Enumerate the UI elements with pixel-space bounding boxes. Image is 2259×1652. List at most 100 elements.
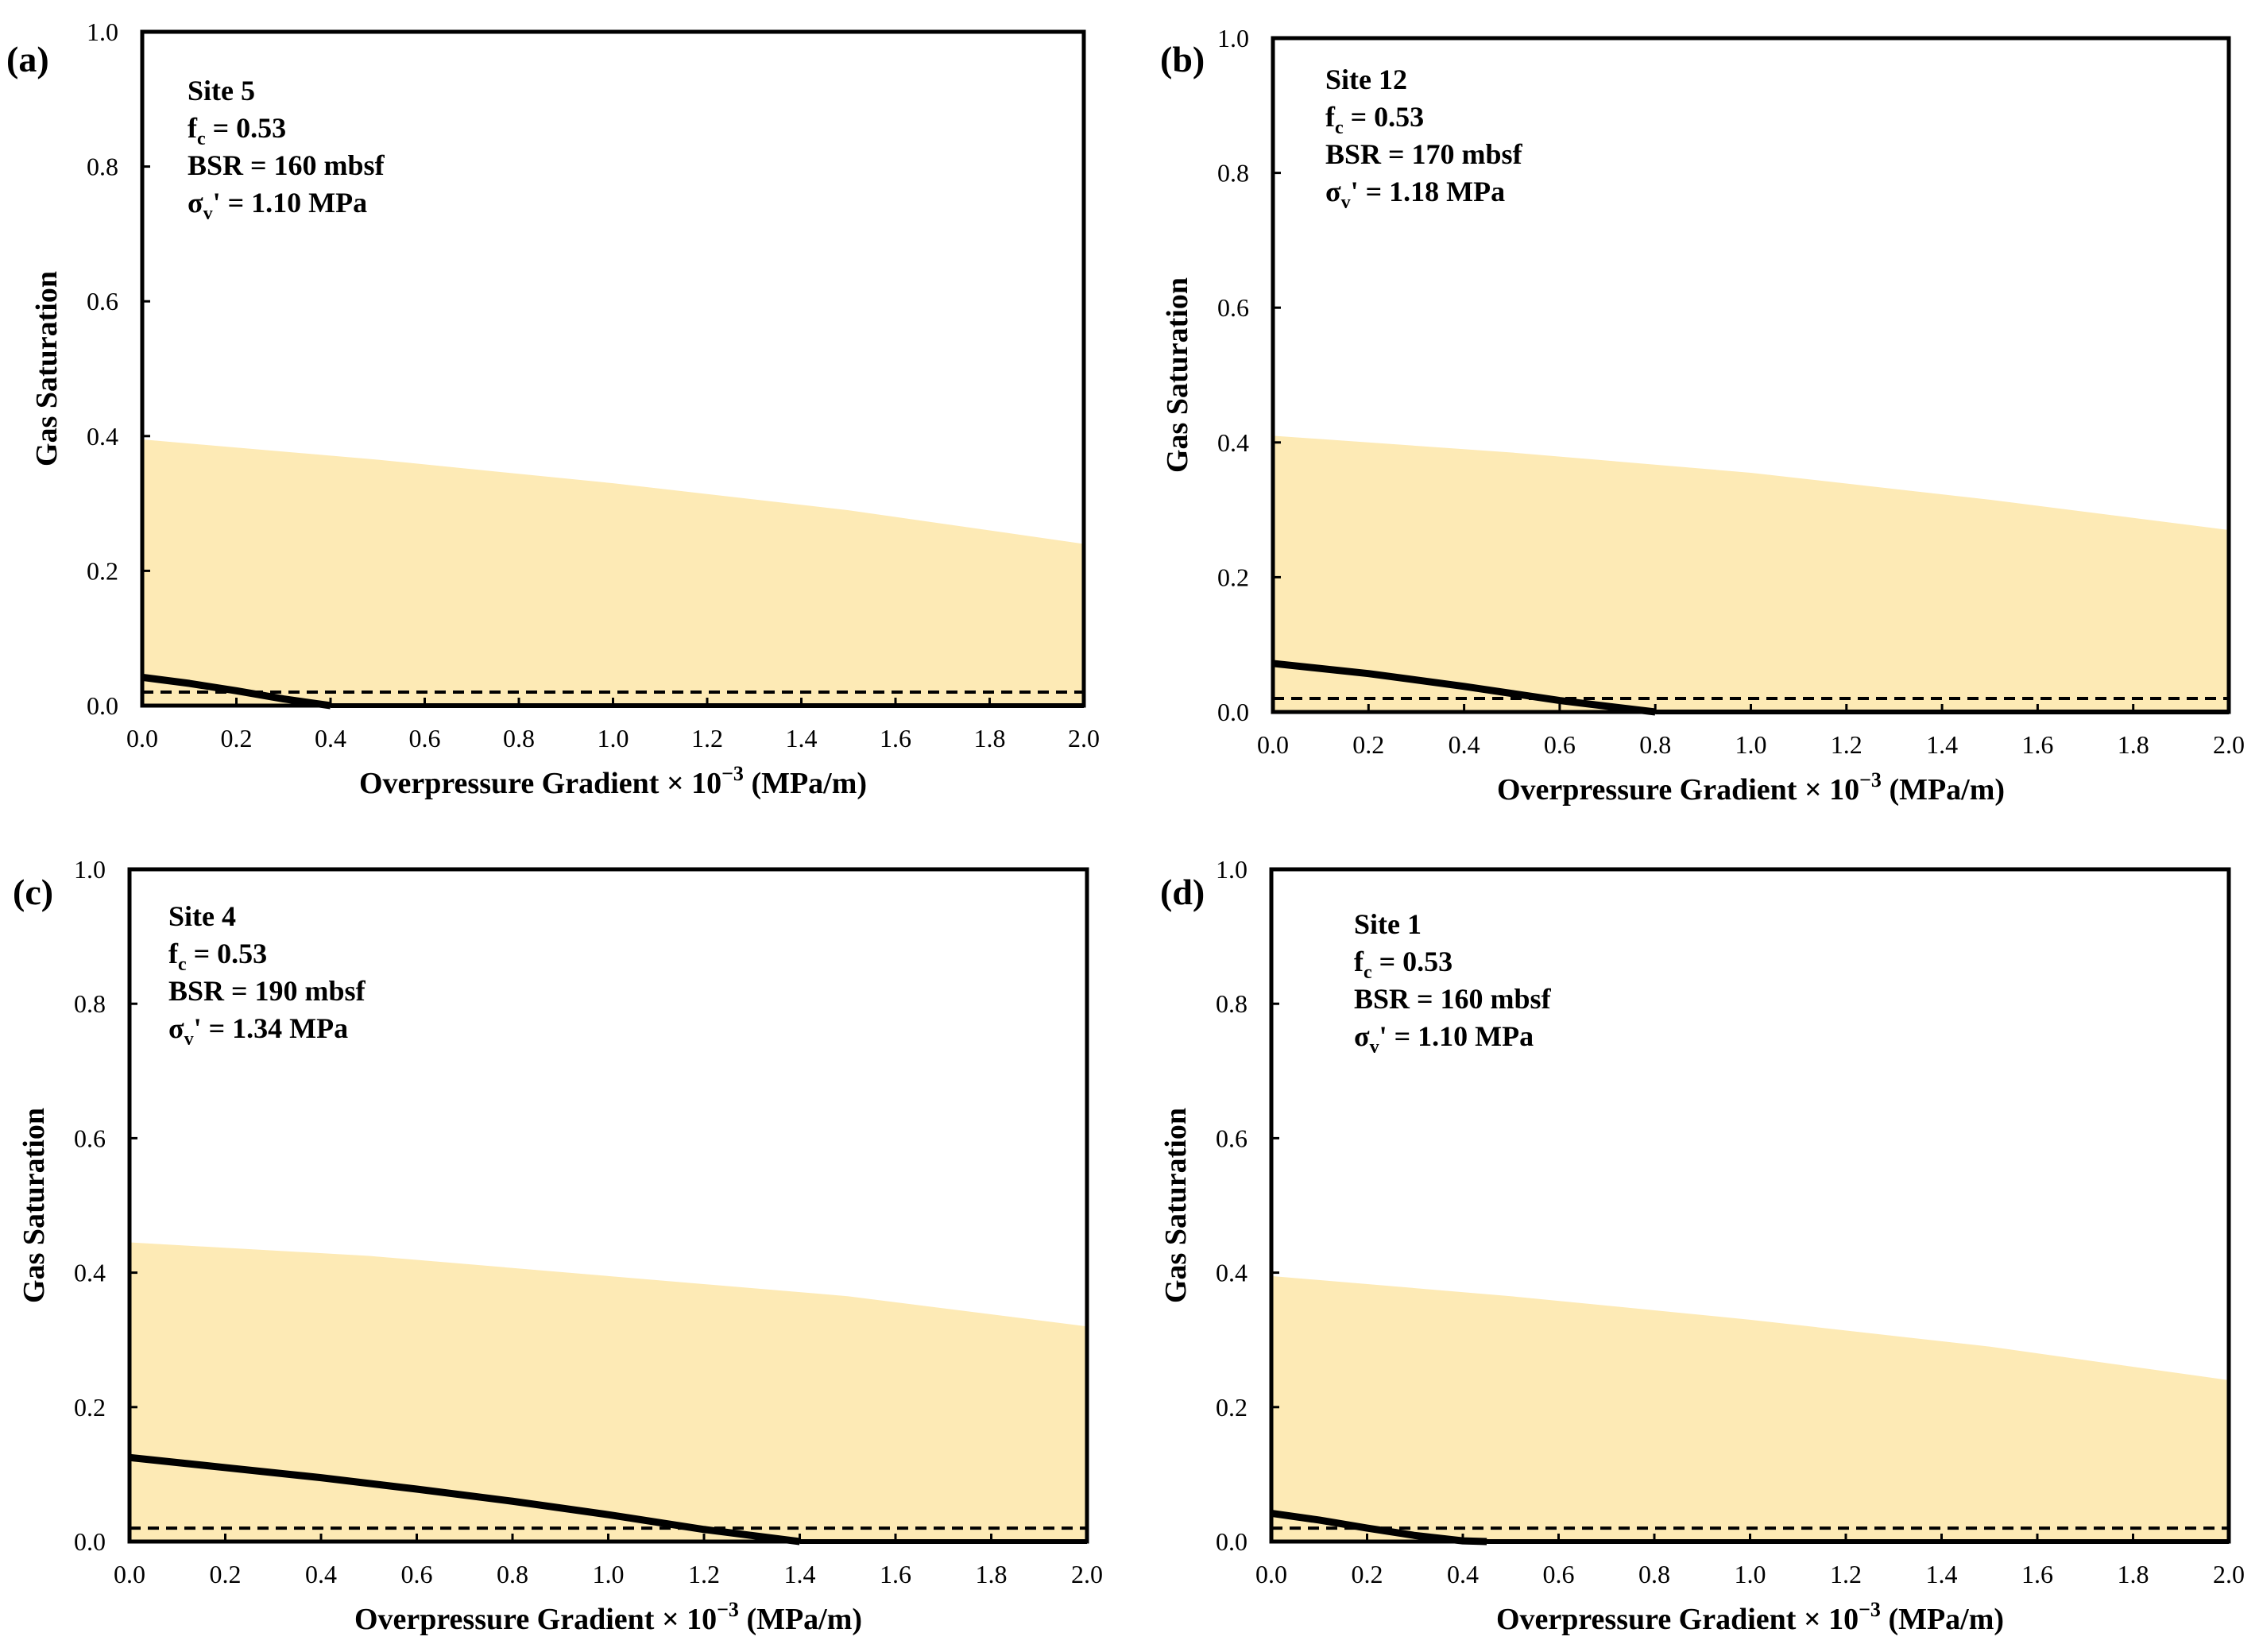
y-tick-label: 0.2 bbox=[1217, 563, 1249, 591]
x-tick-label: 2.0 bbox=[1071, 1560, 1103, 1588]
annotation-bsr: BSR = 160 mbsf bbox=[1354, 983, 1552, 1015]
x-axis-label-main: Overpressure Gradient × 10 bbox=[1496, 1603, 1859, 1636]
x-tick-label: 0.0 bbox=[126, 724, 158, 752]
annotation-sigma-symbol: σ bbox=[168, 1012, 184, 1044]
x-tick-label: 0.8 bbox=[1639, 730, 1671, 759]
x-tick-label: 1.0 bbox=[598, 724, 629, 752]
x-axis-label-main: Overpressure Gradient × 10 bbox=[354, 1603, 717, 1636]
x-tick-label: 0.8 bbox=[497, 1560, 528, 1588]
x-tick-label: 1.6 bbox=[2021, 1560, 2053, 1588]
x-tick-label: 2.0 bbox=[1068, 724, 1100, 752]
x-tick-label: 1.4 bbox=[1926, 730, 1958, 759]
annotation-site: Site 5 bbox=[188, 75, 255, 106]
y-tick-label: 1.0 bbox=[87, 17, 118, 46]
y-tick-label: 0.0 bbox=[1216, 1527, 1247, 1556]
annotation-sigma-value: ' = 1.10 MPa bbox=[1379, 1020, 1534, 1052]
annotation-sigma-value: ' = 1.18 MPa bbox=[1351, 176, 1505, 207]
annotation-fc: fc = 0.53 bbox=[1325, 101, 1424, 138]
x-axis-label-main: Overpressure Gradient × 10 bbox=[1497, 773, 1859, 807]
y-tick-label: 0.2 bbox=[74, 1393, 106, 1422]
x-tick-label: 1.4 bbox=[1926, 1560, 1958, 1588]
annotation-site: Site 4 bbox=[168, 900, 236, 932]
annotation-sigma-subscript: v bbox=[203, 203, 213, 224]
x-axis-label-main: Overpressure Gradient × 10 bbox=[359, 767, 721, 800]
x-tick-label: 0.0 bbox=[1255, 1560, 1287, 1588]
y-axis-label: Gas Saturation bbox=[1159, 1108, 1193, 1303]
x-tick-label: 0.2 bbox=[221, 724, 253, 752]
y-tick-label: 0.6 bbox=[74, 1124, 106, 1152]
y-tick-label: 0.4 bbox=[74, 1259, 106, 1287]
y-tick-label: 0.0 bbox=[74, 1527, 106, 1556]
saturation-band bbox=[142, 439, 1084, 706]
annotation-fc-symbol: f bbox=[1325, 101, 1336, 133]
x-axis-label: Overpressure Gradient × 10−3 (MPa/m) bbox=[354, 1598, 862, 1636]
annotation-bsr: BSR = 190 mbsf bbox=[168, 975, 366, 1007]
x-tick-label: 2.0 bbox=[2213, 1560, 2245, 1588]
x-tick-label: 0.8 bbox=[503, 724, 535, 752]
x-tick-label: 1.2 bbox=[1831, 730, 1863, 759]
x-tick-label: 0.4 bbox=[1447, 1560, 1479, 1588]
chart-panel-2: 0.0 0.2 0.4 0.6 0.8 1.0 1.2 1.4 1.6 1.8 2.0 0.0 0.2 0… bbox=[1160, 24, 2245, 807]
x-tick-label: 0.2 bbox=[210, 1560, 242, 1588]
annotation-fc-value: = 0.53 bbox=[187, 938, 268, 969]
annotation-sigma: σv' = 1.10 MPa bbox=[1354, 1020, 1534, 1058]
y-axis-label: Gas Saturation bbox=[30, 271, 64, 466]
x-axis-label-exponent: −3 bbox=[1859, 1598, 1881, 1621]
x-tick-label: 0.0 bbox=[114, 1560, 145, 1588]
annotation-sigma-symbol: σ bbox=[188, 187, 203, 219]
x-tick-label: 1.6 bbox=[880, 1560, 911, 1588]
x-axis-label: Overpressure Gradient × 10−3 (MPa/m) bbox=[359, 762, 867, 800]
x-tick-label: 1.8 bbox=[2118, 730, 2149, 759]
y-axis-label: Gas Saturation bbox=[1161, 277, 1194, 473]
annotation-fc: fc = 0.53 bbox=[168, 938, 267, 975]
x-tick-label: 1.2 bbox=[691, 724, 723, 752]
y-tick-label: 0.4 bbox=[1217, 428, 1249, 457]
x-tick-label: 1.0 bbox=[1735, 730, 1767, 759]
saturation-band bbox=[130, 1242, 1087, 1542]
solid-saturation-line bbox=[141, 673, 331, 710]
x-axis-label-exponent: −3 bbox=[1859, 768, 1882, 791]
annotation-fc-symbol: f bbox=[1354, 946, 1364, 977]
annotation-fc: fc = 0.53 bbox=[188, 112, 286, 149]
y-tick-label: 0.8 bbox=[1216, 989, 1247, 1018]
annotation-fc-symbol: f bbox=[188, 112, 198, 144]
annotation-site: Site 1 bbox=[1354, 908, 1422, 940]
x-axis-label-exponent: −3 bbox=[717, 1598, 739, 1621]
x-tick-label: 1.4 bbox=[784, 1560, 816, 1588]
y-tick-label: 1.0 bbox=[1216, 855, 1247, 884]
x-tick-label: 0.4 bbox=[305, 1560, 337, 1588]
x-tick-label: 1.0 bbox=[593, 1560, 625, 1588]
x-tick-label: 0.6 bbox=[1543, 1560, 1575, 1588]
x-tick-label: 1.6 bbox=[880, 724, 911, 752]
panel-label: (b) bbox=[1160, 39, 1205, 79]
x-tick-label: 0.2 bbox=[1352, 730, 1384, 759]
x-axis-label-unit: (MPa/m) bbox=[1881, 1603, 2004, 1636]
x-tick-label: 1.4 bbox=[786, 724, 818, 752]
y-axis-label: Gas Saturation bbox=[17, 1108, 51, 1303]
annotation-fc-value: = 0.53 bbox=[1344, 101, 1425, 133]
annotation-sigma-value: ' = 1.10 MPa bbox=[213, 187, 367, 219]
y-tick-label: 0.6 bbox=[87, 287, 118, 315]
y-tick-label: 1.0 bbox=[1217, 24, 1249, 52]
x-tick-label: 0.0 bbox=[1257, 730, 1289, 759]
annotation-sigma: σv' = 1.18 MPa bbox=[1325, 176, 1505, 213]
annotation-fc-subscript: c bbox=[1364, 962, 1372, 983]
annotation-sigma-symbol: σ bbox=[1325, 176, 1341, 207]
x-axis-label-exponent: −3 bbox=[721, 762, 744, 785]
annotation-fc-subscript: c bbox=[178, 954, 187, 975]
annotation-fc-value: = 0.53 bbox=[206, 112, 287, 144]
annotation-sigma-value: ' = 1.34 MPa bbox=[194, 1012, 348, 1044]
annotation-site: Site 12 bbox=[1325, 64, 1407, 95]
chart-panel-3: 0.0 0.2 0.4 0.6 0.8 1.0 1.2 1.4 1.6 1.8 2.0 0.0 0.2 0… bbox=[13, 855, 1103, 1636]
x-tick-label: 0.6 bbox=[409, 724, 441, 752]
panel-label: (d) bbox=[1160, 872, 1205, 912]
y-tick-label: 0.0 bbox=[87, 691, 118, 720]
x-tick-label: 0.8 bbox=[1638, 1560, 1670, 1588]
panel-label: (a) bbox=[6, 39, 49, 79]
solid-saturation-line bbox=[129, 1453, 801, 1546]
y-tick-label: 0.4 bbox=[87, 422, 118, 451]
annotation-sigma: σv' = 1.34 MPa bbox=[168, 1012, 348, 1050]
y-tick-label: 0.0 bbox=[1217, 698, 1249, 726]
x-axis-label-unit: (MPa/m) bbox=[739, 1603, 862, 1636]
